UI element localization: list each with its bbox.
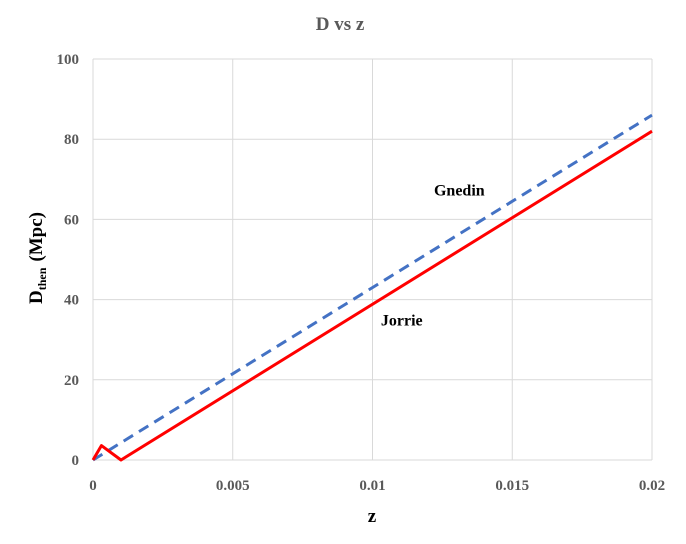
y-tick-label-0: 0: [72, 453, 80, 469]
x-tick-labels: 0 0.005 0.01 0.015 0.02: [89, 478, 665, 494]
annotation-gnedin: Gnedin: [434, 182, 485, 199]
y-axis-label-subscript: then: [35, 267, 49, 290]
x-tick-label-4: 0.02: [639, 478, 665, 494]
series-line-gnedin: [92, 113, 653, 462]
chart-title: D vs z: [316, 14, 365, 35]
series-line-jorrie: [91, 129, 653, 462]
y-tick-label-1: 20: [64, 373, 79, 389]
x-axis-label: z: [368, 506, 377, 527]
y-tick-labels: 0 20 40 60 80 100: [57, 52, 80, 469]
y-axis-label-main: D: [26, 290, 47, 304]
y-axis-label: Dthen (Mpc): [26, 212, 49, 304]
x-tick-label-1: 0.005: [216, 478, 250, 494]
gridlines: [92, 58, 653, 461]
series-annotations: Gnedin Jorrie: [381, 182, 485, 329]
x-tick-label-3: 0.015: [495, 478, 529, 494]
annotation-jorrie: Jorrie: [381, 313, 423, 330]
y-tick-label-4: 80: [64, 132, 79, 148]
x-tick-label-2: 0.01: [359, 478, 385, 494]
y-tick-label-5: 100: [57, 52, 80, 68]
plot-series: [91, 113, 653, 462]
y-tick-label-2: 40: [64, 293, 79, 309]
x-tick-label-0: 0: [89, 478, 97, 494]
y-axis-label-units: (Mpc): [26, 212, 47, 262]
y-tick-label-3: 60: [64, 212, 79, 228]
